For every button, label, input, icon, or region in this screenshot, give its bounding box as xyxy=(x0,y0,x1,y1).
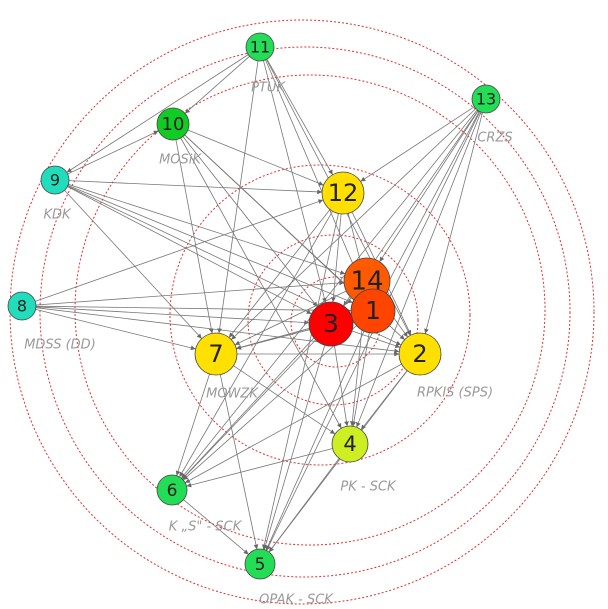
node-caption: MOWZK xyxy=(206,387,259,402)
edge xyxy=(236,329,310,350)
edge xyxy=(334,345,349,427)
node-label: 11 xyxy=(250,38,270,57)
node-label: 5 xyxy=(255,555,266,575)
edge xyxy=(228,209,331,338)
edge xyxy=(356,111,482,428)
edge xyxy=(186,448,333,488)
edge xyxy=(261,213,339,550)
ring xyxy=(247,234,419,406)
node xyxy=(398,332,442,376)
node-caption: MDSS (DD) xyxy=(24,338,96,353)
node xyxy=(245,32,275,62)
edge xyxy=(35,308,196,351)
node xyxy=(350,288,396,334)
edge xyxy=(182,325,357,481)
node-label: 12 xyxy=(328,179,359,207)
node-label: 6 xyxy=(167,481,178,501)
node-caption: MOSiK xyxy=(159,153,202,168)
node-caption: KDK xyxy=(43,208,72,223)
edge xyxy=(219,374,259,550)
edge xyxy=(35,280,345,306)
edge xyxy=(68,183,346,275)
node-caption: CRZS xyxy=(477,131,512,146)
node-label: 10 xyxy=(162,114,185,135)
ring xyxy=(74,74,546,546)
nodes: PTUK CRZS MOSiK KDK MDSS (DD) MOWZK RPKIS (SPS… xyxy=(7,32,513,608)
node xyxy=(321,171,365,215)
node-label: 3 xyxy=(323,309,339,338)
edge xyxy=(184,363,402,484)
node-caption: K „S" - SCK xyxy=(169,520,243,535)
node-caption: OPAK - SCK xyxy=(259,593,334,608)
edge xyxy=(217,60,259,334)
edge xyxy=(64,190,203,339)
edge xyxy=(182,339,317,480)
node xyxy=(7,291,37,321)
node xyxy=(308,301,354,347)
node-caption: RPKIS (SPS) xyxy=(417,386,493,401)
node xyxy=(156,474,188,506)
edge xyxy=(67,186,312,315)
edge xyxy=(265,330,365,551)
edge xyxy=(268,458,340,553)
edge xyxy=(351,330,401,349)
edge xyxy=(66,54,249,173)
edge xyxy=(379,110,479,262)
edges xyxy=(35,54,483,555)
ring xyxy=(169,164,471,466)
node-label: 4 xyxy=(343,432,356,456)
ring xyxy=(39,46,571,578)
edge xyxy=(268,370,408,553)
edge xyxy=(263,344,326,550)
edge xyxy=(360,106,475,182)
node-label: 2 xyxy=(412,340,427,368)
edge xyxy=(183,499,249,555)
edge xyxy=(266,58,333,175)
edge xyxy=(67,184,353,304)
edge xyxy=(35,305,352,314)
edge xyxy=(179,210,333,478)
edge xyxy=(233,365,336,435)
edge xyxy=(67,130,159,175)
edge xyxy=(382,111,480,292)
edge xyxy=(424,112,483,334)
node xyxy=(194,332,238,376)
edge xyxy=(35,306,310,325)
edge xyxy=(184,55,250,114)
node-label: 1 xyxy=(365,296,381,325)
edge xyxy=(175,373,210,476)
node xyxy=(244,548,276,580)
edge xyxy=(181,109,478,479)
node xyxy=(40,165,70,195)
node-caption: PTUK xyxy=(251,81,286,96)
node-caption: PK - SCK xyxy=(340,480,397,495)
node-label: 8 xyxy=(17,297,27,316)
edge xyxy=(230,108,477,340)
edge xyxy=(263,60,327,303)
edge xyxy=(187,129,324,186)
edge xyxy=(35,199,324,302)
node-label: 9 xyxy=(50,171,60,190)
node-label: 7 xyxy=(208,340,223,368)
node xyxy=(471,84,501,114)
edge xyxy=(265,59,365,291)
node xyxy=(156,107,190,141)
edge xyxy=(351,332,370,427)
edge xyxy=(182,136,318,307)
node xyxy=(331,425,369,463)
edge xyxy=(175,139,214,334)
edge xyxy=(234,290,347,346)
node-label: 13 xyxy=(476,90,496,109)
edge xyxy=(68,180,323,195)
